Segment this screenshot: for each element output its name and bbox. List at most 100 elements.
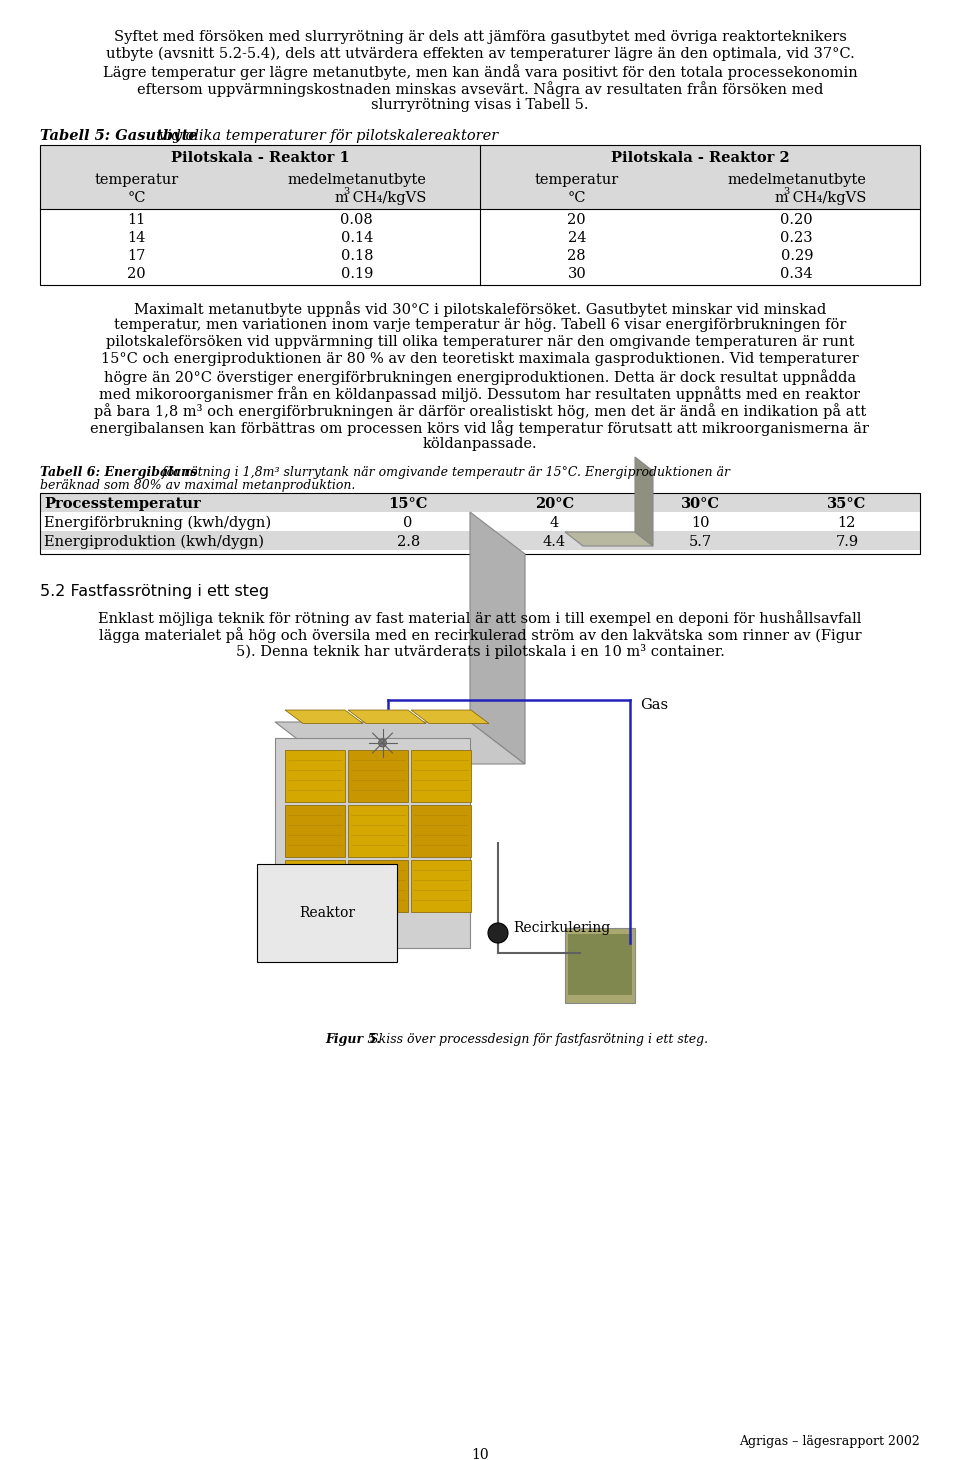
- Text: 4: 4: [550, 515, 559, 530]
- Text: 3: 3: [343, 187, 349, 196]
- Text: Pilotskala - Reaktor 1: Pilotskala - Reaktor 1: [171, 150, 349, 165]
- Text: 11: 11: [128, 213, 146, 226]
- Text: slurryrötning visas i Tabell 5.: slurryrötning visas i Tabell 5.: [372, 98, 588, 112]
- Bar: [285, 860, 345, 912]
- Text: temperatur: temperatur: [535, 172, 619, 187]
- Text: Reaktor: Reaktor: [299, 907, 355, 920]
- Circle shape: [378, 739, 387, 748]
- Text: 10: 10: [691, 515, 709, 530]
- Bar: [411, 804, 471, 857]
- Bar: [565, 929, 635, 1003]
- Polygon shape: [348, 710, 426, 724]
- Text: eftersom uppvärmningskostnaden minskas avsevärt. Några av resultaten från försök: eftersom uppvärmningskostnaden minskas a…: [137, 80, 823, 96]
- Text: 0.20: 0.20: [780, 213, 813, 226]
- Polygon shape: [285, 710, 363, 724]
- Text: Enklast möjliga teknik för rötning av fast material är att som i till exempel en: Enklast möjliga teknik för rötning av fa…: [98, 610, 862, 626]
- Text: 10: 10: [471, 1448, 489, 1460]
- Text: 20: 20: [128, 267, 146, 280]
- Text: 30°C: 30°C: [682, 496, 720, 511]
- Text: 2.8: 2.8: [396, 534, 420, 549]
- Bar: [40, 145, 920, 285]
- Text: 17: 17: [128, 250, 146, 263]
- Text: utbyte (avsnitt 5.2-5.4), dels att utvärdera effekten av temperaturer lägre än d: utbyte (avsnitt 5.2-5.4), dels att utvär…: [106, 47, 854, 61]
- Text: 0.18: 0.18: [341, 250, 373, 263]
- Polygon shape: [411, 710, 489, 724]
- Text: Gas: Gas: [640, 698, 668, 712]
- Bar: [348, 750, 408, 802]
- Text: 30: 30: [567, 267, 587, 280]
- Bar: [285, 750, 345, 802]
- Text: 0.19: 0.19: [341, 267, 373, 280]
- Text: 5.2 Fastfassrötning i ett steg: 5.2 Fastfassrötning i ett steg: [40, 584, 269, 599]
- Text: Skiss över processdesign för fastfasrötning i ett steg.: Skiss över processdesign för fastfasrötn…: [366, 1034, 708, 1045]
- Text: Maximalt metanutbyte uppnås vid 30°C i pilotskaleförsöket. Gasutbytet minskar vi: Maximalt metanutbyte uppnås vid 30°C i p…: [133, 301, 827, 317]
- Text: 20°C: 20°C: [535, 496, 574, 511]
- Text: pilotskaleförsöken vid uppvärmning till olika temperaturer när den omgivande tem: pilotskaleförsöken vid uppvärmning till …: [106, 334, 854, 349]
- Bar: [285, 804, 345, 857]
- Text: medelmetanutbyte: medelmetanutbyte: [287, 172, 426, 187]
- Text: m: m: [775, 191, 788, 204]
- Text: Agrigas – lägesrapport 2002: Agrigas – lägesrapport 2002: [739, 1435, 920, 1448]
- Text: Figur 5.: Figur 5.: [325, 1034, 381, 1045]
- Text: 28: 28: [567, 250, 587, 263]
- Text: 14: 14: [128, 231, 146, 245]
- Bar: [40, 493, 920, 512]
- Text: 5.7: 5.7: [689, 534, 712, 549]
- Bar: [348, 860, 408, 912]
- Text: Tabell 5: Gasutbyte: Tabell 5: Gasutbyte: [40, 128, 198, 143]
- Text: för rötning i 1,8m³ slurrytank när omgivande temperautr är 15°C. Energiproduktio: för rötning i 1,8m³ slurrytank när omgiv…: [157, 466, 730, 479]
- Text: m: m: [335, 191, 348, 204]
- Bar: [348, 804, 408, 857]
- Polygon shape: [470, 512, 525, 764]
- Text: 35°C: 35°C: [828, 496, 867, 511]
- Text: 0.14: 0.14: [341, 231, 373, 245]
- Bar: [568, 934, 632, 996]
- Text: lägga materialet på hög och översila med en recirkulerad ström av den lakvätska : lägga materialet på hög och översila med…: [99, 626, 861, 642]
- Circle shape: [488, 923, 508, 943]
- Text: energibalansen kan förbättras om processen körs vid låg temperatur förutsatt att: energibalansen kan förbättras om process…: [90, 420, 870, 437]
- Text: temperatur, men variationen inom varje temperatur är hög. Tabell 6 visar energif: temperatur, men variationen inom varje t…: [114, 318, 846, 331]
- Polygon shape: [565, 531, 653, 546]
- Bar: [40, 493, 920, 553]
- Text: CH₄/kgVS: CH₄/kgVS: [348, 191, 426, 204]
- Text: Energiförbrukning (kwh/dygn): Energiförbrukning (kwh/dygn): [44, 515, 271, 530]
- Bar: [40, 145, 920, 285]
- Bar: [40, 512, 920, 531]
- Text: 20: 20: [567, 213, 587, 226]
- Text: med mikoroorganismer från en köldanpassad miljö. Dessutom har resultaten uppnått: med mikoroorganismer från en köldanpassa…: [100, 385, 860, 402]
- Text: 15°C och energiproduktionen är 80 % av den teoretiskt maximala gasproduktionen. : 15°C och energiproduktionen är 80 % av d…: [101, 352, 859, 366]
- Text: 24: 24: [567, 231, 586, 245]
- Bar: [40, 531, 920, 550]
- Bar: [40, 209, 920, 285]
- Text: 3: 3: [782, 187, 789, 196]
- Text: medelmetanutbyte: medelmetanutbyte: [728, 172, 866, 187]
- Polygon shape: [492, 926, 504, 937]
- Text: Processtemperatur: Processtemperatur: [44, 496, 201, 511]
- Text: vid olika temperaturer för pilotskalereaktorer: vid olika temperaturer för pilotskalerea…: [154, 128, 498, 143]
- Text: Recirkulering: Recirkulering: [513, 921, 611, 934]
- Text: 5). Denna teknik har utvärderats i pilotskala i en 10 m³ container.: 5). Denna teknik har utvärderats i pilot…: [235, 644, 725, 658]
- Text: Pilotskala - Reaktor 2: Pilotskala - Reaktor 2: [611, 150, 789, 165]
- Bar: [411, 750, 471, 802]
- Text: 15°C: 15°C: [389, 496, 428, 511]
- Polygon shape: [275, 723, 525, 764]
- Text: 4.4: 4.4: [542, 534, 566, 549]
- Text: Tabell 6: Energibalans: Tabell 6: Energibalans: [40, 466, 197, 479]
- Text: på bara 1,8 m³ och energiförbrukningen är därför orealistiskt hög, men det är än: på bara 1,8 m³ och energiförbrukningen ä…: [94, 403, 866, 419]
- Text: Lägre temperatur ger lägre metanutbyte, men kan ändå vara positivt för den total: Lägre temperatur ger lägre metanutbyte, …: [103, 64, 857, 80]
- Bar: [411, 860, 471, 912]
- Text: 0.23: 0.23: [780, 231, 813, 245]
- Text: 7.9: 7.9: [835, 534, 858, 549]
- Text: temperatur: temperatur: [95, 172, 179, 187]
- Text: högre än 20°C överstiger energiförbrukningen energiproduktionen. Detta är dock r: högre än 20°C överstiger energiförbrukni…: [104, 369, 856, 385]
- Text: 0.34: 0.34: [780, 267, 813, 280]
- Bar: [275, 737, 470, 948]
- Text: CH₄/kgVS: CH₄/kgVS: [788, 191, 866, 204]
- Text: köldanpassade.: köldanpassade.: [422, 437, 538, 451]
- Text: 0: 0: [403, 515, 413, 530]
- Text: 0.29: 0.29: [780, 250, 813, 263]
- Text: °C: °C: [128, 191, 146, 204]
- Text: 0.08: 0.08: [341, 213, 373, 226]
- Text: Syftet med försöken med slurryrötning är dels att jämföra gasutbytet med övriga : Syftet med försöken med slurryrötning är…: [113, 31, 847, 44]
- Text: beräknad som 80% av maximal metanproduktion.: beräknad som 80% av maximal metanprodukt…: [40, 479, 355, 492]
